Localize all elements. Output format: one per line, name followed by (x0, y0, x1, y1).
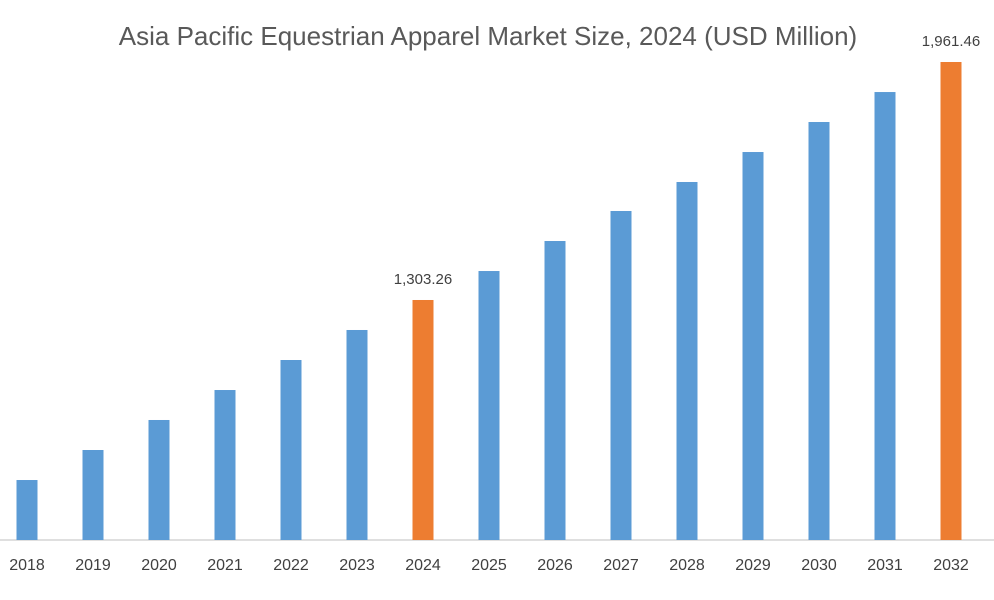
x-tick-label: 2020 (141, 557, 177, 574)
bar (610, 210, 632, 540)
bar (214, 390, 236, 540)
x-tick-label: 2030 (801, 557, 837, 574)
bar (148, 419, 170, 540)
bar (544, 241, 566, 540)
bar (478, 271, 500, 540)
data-label: 1,303.26 (394, 271, 452, 288)
bar (808, 122, 830, 540)
x-tick-label: 2032 (933, 557, 969, 574)
x-tick-label: 2022 (273, 557, 309, 574)
bar (940, 62, 962, 540)
x-tick-label: 2021 (207, 557, 243, 574)
x-tick-label: 2029 (735, 557, 771, 574)
bar (16, 480, 38, 540)
x-tick-label: 2025 (471, 557, 507, 574)
bar (280, 360, 302, 540)
data-label: 1,961.46 (922, 33, 980, 50)
x-tick-label: 2023 (339, 557, 375, 574)
bar (82, 450, 104, 540)
chart-title: Asia Pacific Equestrian Apparel Market S… (119, 21, 857, 51)
x-tick-label: 2018 (9, 557, 45, 574)
x-tick-label: 2031 (867, 557, 903, 574)
x-tick-label: 2028 (669, 557, 705, 574)
bar (676, 181, 698, 541)
x-tick-label: 2027 (603, 557, 639, 574)
x-tick-label: 2024 (405, 557, 441, 574)
x-tick-label: 2026 (537, 557, 573, 574)
x-tick-label: 2019 (75, 557, 111, 574)
bar (742, 152, 764, 541)
bar (412, 299, 434, 540)
bar (346, 329, 368, 540)
bar (874, 92, 896, 540)
